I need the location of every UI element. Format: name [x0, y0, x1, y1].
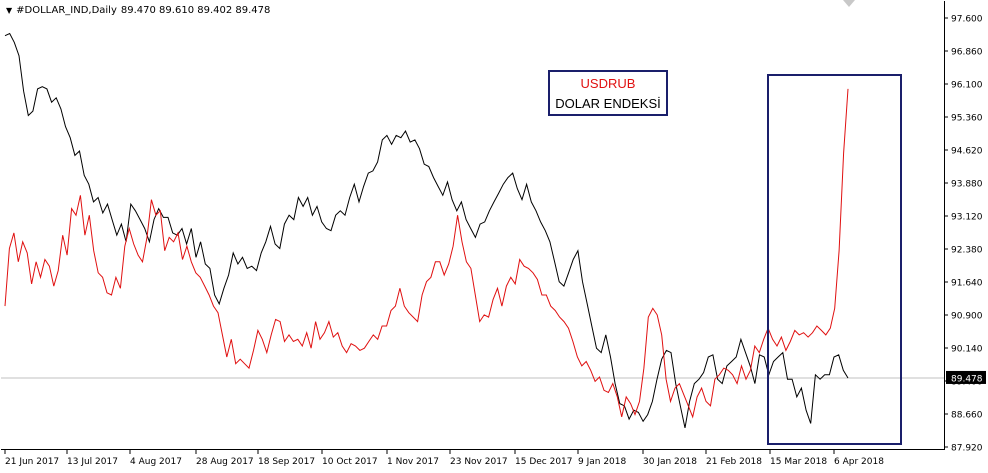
y-tick-label: 97.600	[951, 15, 983, 25]
legend-box: USDRUB DOLAR ENDEKSİ	[548, 70, 668, 116]
x-tick-label: 23 Nov 2017	[450, 457, 508, 467]
x-tick-label: 30 Jan 2018	[643, 457, 697, 467]
x-tick-label: 15 Dec 2017	[515, 457, 573, 467]
usdrub-line	[4, 88, 849, 419]
x-tick-label: 18 Sep 2017	[258, 457, 315, 467]
x-tick-label: 4 Aug 2017	[130, 457, 182, 467]
y-tick-label: 93.880	[951, 180, 983, 190]
x-tick-label: 28 Aug 2017	[196, 457, 254, 467]
y-tick-label: 96.100	[951, 81, 983, 91]
symbol-label: #DOLLAR_IND,Daily	[16, 5, 117, 16]
dollar-index-line	[4, 32, 849, 429]
y-tick-label: 95.360	[951, 114, 983, 124]
y-tick-label: 90.140	[951, 345, 983, 355]
time-axis: 21 Jun 2017 13 Jul 2017 4 Aug 2017 28 Aug 2…	[4, 450, 884, 467]
y-tick-label: 93.120	[951, 213, 983, 223]
x-tick-label: 15 Mar 2018	[770, 457, 827, 467]
plot-frame	[1, 1, 945, 450]
x-tick-label: 6 Apr 2018	[834, 457, 884, 467]
y-tick-label: 96.860	[951, 48, 983, 58]
x-tick-label: 10 Oct 2017	[322, 457, 378, 467]
x-tick-label: 21 Jun 2017	[5, 457, 59, 467]
x-tick-label: 9 Jan 2018	[578, 457, 626, 467]
price-tag-label: 89.478	[951, 374, 983, 384]
y-tick-label: 88.660	[951, 411, 983, 421]
legend-dollar-index: DOLAR ENDEKSİ	[555, 96, 661, 111]
y-tick-label: 91.640	[951, 279, 983, 289]
price-tag-background	[946, 370, 986, 384]
dropdown-triangle-icon[interactable]: ▼	[6, 6, 13, 15]
current-price-tag: 89.478	[946, 370, 986, 384]
y-tick-label: 87.920	[951, 444, 983, 454]
chart-header: ▼ #DOLLAR_IND,Daily 89.470 89.610 89.402…	[6, 5, 270, 16]
y-tick-label: 94.620	[951, 147, 983, 157]
y-tick-label: 92.380	[951, 246, 983, 256]
y-tick-label: 90.900	[951, 312, 983, 322]
x-tick-label: 13 Jul 2017	[67, 457, 118, 467]
highlight-rectangle[interactable]	[767, 74, 902, 445]
x-tick-label: 21 Feb 2018	[706, 457, 762, 467]
legend-usdrub: USDRUB	[580, 76, 636, 91]
ohlc-values: 89.470 89.610 89.402 89.478	[120, 5, 271, 16]
x-tick-label: 1 Nov 2017	[387, 457, 439, 467]
price-axis: 97.600 96.860 96.100 95.360 94.620 93.880 93.1…	[944, 15, 983, 454]
chart-shift-marker[interactable]	[843, 0, 855, 7]
